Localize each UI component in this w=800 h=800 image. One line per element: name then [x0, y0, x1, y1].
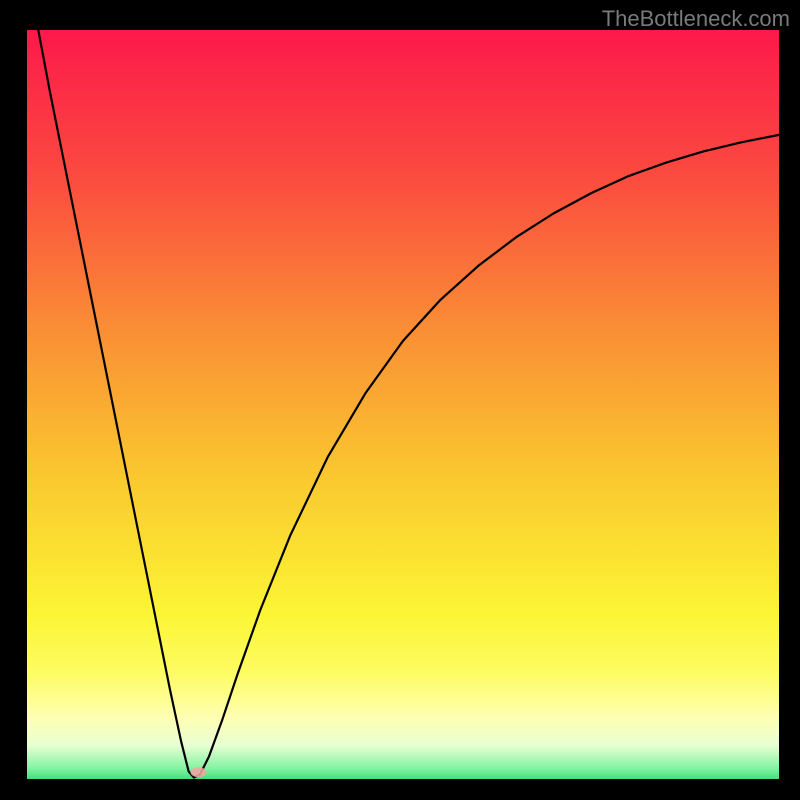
gradient-background: [27, 30, 779, 779]
minimum-marker: [190, 767, 206, 777]
watermark-text: TheBottleneck.com: [602, 6, 790, 32]
chart-svg: [0, 0, 800, 800]
